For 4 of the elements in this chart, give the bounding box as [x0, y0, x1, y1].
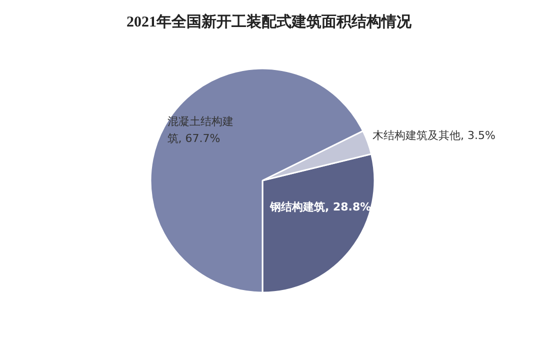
slice-label: 木结构建筑及其他, 3.5% — [372, 128, 496, 142]
slice-label: 混凝土结构建筑, 67.7% — [167, 115, 234, 146]
slice-label: 钢结构建筑, 28.8% — [268, 200, 372, 214]
chart-title: 2021年全国新开工装配式建筑面积结构情况 — [126, 12, 412, 30]
